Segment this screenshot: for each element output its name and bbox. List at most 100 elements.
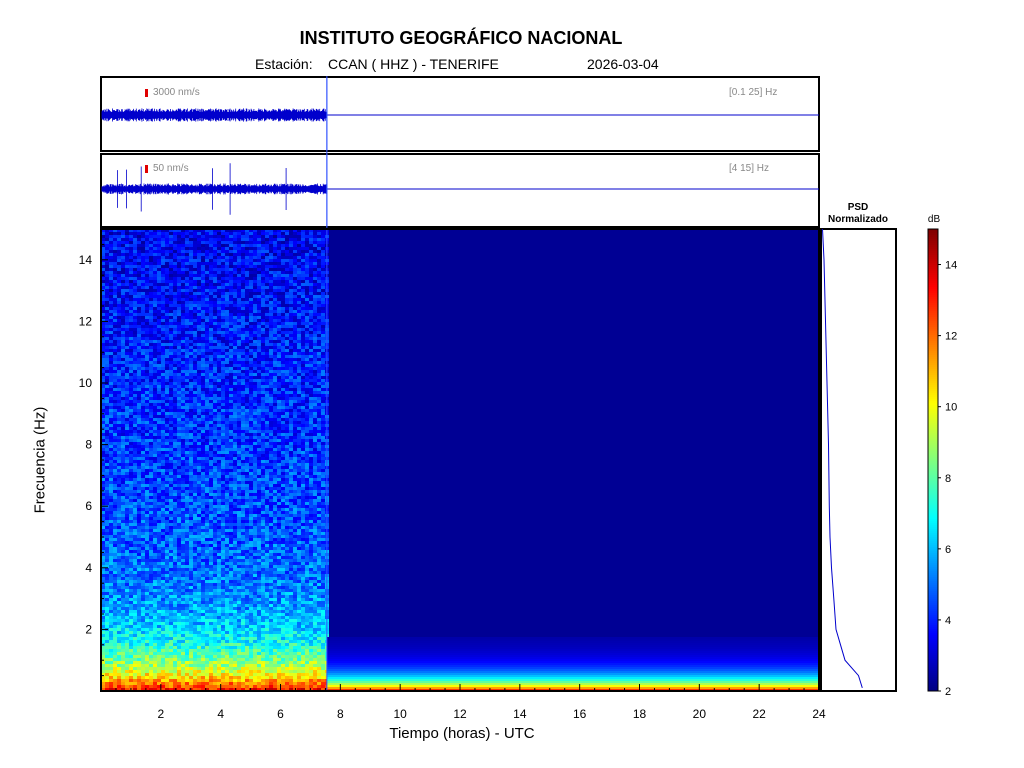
- spectrogram-cell: [101, 301, 105, 304]
- spectrogram-cell: [321, 256, 325, 259]
- spectrogram-cell: [169, 262, 173, 265]
- spectrogram-cell: [201, 448, 205, 451]
- spectrogram-cell: [261, 292, 265, 295]
- spectrogram-cell: [181, 238, 185, 241]
- spectrogram-cell: [117, 358, 121, 361]
- spectrogram-cell: [133, 253, 137, 256]
- spectrogram-cell: [229, 295, 233, 298]
- spectrogram-cell: [297, 268, 301, 271]
- spectrogram-cell: [269, 478, 273, 481]
- spectrogram-cell: [177, 352, 181, 355]
- spectrogram-cell: [269, 253, 273, 256]
- spectrogram-cell: [273, 442, 277, 445]
- spectrogram-cell: [153, 382, 157, 385]
- spectrogram-cell: [245, 343, 249, 346]
- spectrogram-cell: [137, 325, 141, 328]
- spectrogram-cell: [181, 259, 185, 262]
- spectrogram-cell: [137, 424, 141, 427]
- spectrogram-cell: [229, 406, 233, 409]
- spectrogram-cell: [129, 280, 133, 283]
- spectrogram-cell: [113, 367, 117, 370]
- spectrogram-cell: [269, 403, 273, 406]
- spectrogram-cell: [213, 415, 217, 418]
- spectrogram-cell: [225, 295, 229, 298]
- spectrogram-cell: [245, 391, 249, 394]
- spectrogram-cell: [201, 232, 205, 235]
- spectrogram-cell: [153, 295, 157, 298]
- spectrogram-cell: [281, 436, 285, 439]
- spectrogram-cell: [305, 361, 309, 364]
- spectrogram-cell: [245, 241, 249, 244]
- spectrogram-cell: [217, 346, 221, 349]
- spectrogram-cell: [293, 442, 297, 445]
- spectrogram-cell: [133, 328, 137, 331]
- spectrogram-cell: [113, 421, 117, 424]
- spectrogram-cell: [313, 352, 317, 355]
- spectrogram-cell: [213, 466, 217, 469]
- spectrogram-cell: [133, 445, 137, 448]
- spectrogram-cell: [221, 463, 225, 466]
- spectrogram-cell: [109, 397, 113, 400]
- spectrogram-cell: [285, 439, 289, 442]
- spectrogram-cell: [225, 307, 229, 310]
- spectrogram-cell: [193, 358, 197, 361]
- spectrogram-cell: [141, 358, 145, 361]
- spectrogram-cell: [125, 292, 129, 295]
- spectrogram-cell: [181, 424, 185, 427]
- spectrogram-cell: [301, 256, 305, 259]
- spectrogram-cell: [125, 358, 129, 361]
- spectrogram-cell: [209, 445, 213, 448]
- spectrogram-cell: [197, 442, 201, 445]
- spectrogram-cell: [249, 259, 253, 262]
- spectrogram-cell: [229, 385, 233, 388]
- spectrogram-cell: [225, 391, 229, 394]
- spectrogram-cell: [141, 316, 145, 319]
- spectrogram-cell: [221, 259, 225, 262]
- spectrogram-cell: [285, 454, 289, 457]
- spectrogram-cell: [301, 439, 305, 442]
- spectrogram-cell: [109, 259, 113, 262]
- spectrogram-cell: [305, 322, 309, 325]
- spectrogram-cell: [157, 337, 161, 340]
- spectrogram-cell: [321, 436, 325, 439]
- spectrogram-cell: [305, 487, 309, 490]
- spectrogram-cell: [197, 277, 201, 280]
- spectrogram-cell: [305, 352, 309, 355]
- spectrogram-cell: [157, 466, 161, 469]
- spectrogram-cell: [233, 448, 237, 451]
- spectrogram-cell: [293, 454, 297, 457]
- spectrogram-cell: [249, 244, 253, 247]
- spectrogram-cell: [265, 481, 269, 484]
- spectrogram-cell: [117, 295, 121, 298]
- spectrogram-cell: [265, 244, 269, 247]
- spectrogram-cell: [293, 256, 297, 259]
- spectrogram-cell: [233, 373, 237, 376]
- spectrogram-cell: [289, 379, 293, 382]
- spectrogram-cell: [133, 232, 137, 235]
- spectrogram-cell: [301, 241, 305, 244]
- spectrogram-cell: [261, 313, 265, 316]
- spectrogram-cell: [121, 370, 125, 373]
- spectrogram-cell: [161, 364, 165, 367]
- spectrogram-cell: [129, 313, 133, 316]
- spectrogram-cell: [181, 358, 185, 361]
- spectrogram-cell: [141, 259, 145, 262]
- spectrogram-cell: [225, 250, 229, 253]
- spectrogram-cell: [137, 307, 141, 310]
- spectrogram-cell: [225, 241, 229, 244]
- spectrogram-cell: [301, 430, 305, 433]
- spectrogram-cell: [305, 334, 309, 337]
- spectrogram-cell: [273, 307, 277, 310]
- spectrogram-cell: [197, 457, 201, 460]
- spectrogram-cell: [281, 283, 285, 286]
- spectrogram-cell: [241, 391, 245, 394]
- spectrogram-cell: [209, 391, 213, 394]
- spectrogram-cell: [249, 457, 253, 460]
- spectrogram-cell: [253, 268, 257, 271]
- spectrogram-cell: [121, 373, 125, 376]
- spectrogram-cell: [201, 463, 205, 466]
- spectrogram-cell: [213, 262, 217, 265]
- spectrogram-cell: [197, 391, 201, 394]
- spectrogram-cell: [281, 241, 285, 244]
- spectrogram-cell: [253, 400, 257, 403]
